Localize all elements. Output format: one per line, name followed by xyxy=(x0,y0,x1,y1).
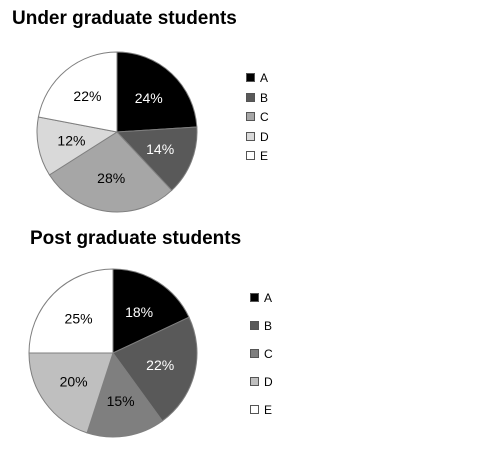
legend-label-undergraduate-d: D xyxy=(260,129,269,144)
slice-label-undergraduate-e: 22% xyxy=(73,88,101,104)
slice-label-undergraduate-c: 28% xyxy=(97,170,125,186)
slice-label-postgraduate-e: 25% xyxy=(65,311,93,327)
legend-item-undergraduate-e: E xyxy=(246,148,269,163)
legend-swatch-postgraduate-d xyxy=(250,377,259,387)
pie-slice-undergraduate-e xyxy=(37,51,118,133)
slice-label-postgraduate-c: 15% xyxy=(107,393,135,409)
pie-slice-undergraduate-c xyxy=(48,131,173,213)
legend-item-postgraduate-b: B xyxy=(250,318,273,333)
legend-item-postgraduate-e: E xyxy=(250,402,273,417)
pie-slice-postgraduate-b xyxy=(112,316,198,422)
legend-item-undergraduate-b: B xyxy=(246,90,268,104)
legend-label-undergraduate-b: B xyxy=(260,90,269,105)
legend-swatch-postgraduate-b xyxy=(250,321,259,331)
legend-label-postgraduate-b: B xyxy=(264,318,273,333)
pie-slice-postgraduate-e xyxy=(28,268,114,354)
legend-label-postgraduate-c: C xyxy=(264,346,273,361)
slice-label-postgraduate-d: 20% xyxy=(60,374,88,390)
pie-slice-postgraduate-d xyxy=(28,352,114,434)
legend-item-undergraduate-a: A xyxy=(246,70,269,85)
legend-label-undergraduate-a: A xyxy=(260,70,269,85)
slice-label-undergraduate-d: 12% xyxy=(57,133,85,149)
chart-title-postgraduate: Post graduate students xyxy=(30,228,242,249)
pie-slice-undergraduate-a xyxy=(116,51,198,133)
pie-slice-undergraduate-d xyxy=(36,116,119,176)
slice-label-postgraduate-a: 18% xyxy=(125,304,153,320)
legend-item-undergraduate-d: D xyxy=(246,129,269,143)
legend-swatch-postgraduate-a xyxy=(250,293,259,303)
pie-slice-undergraduate-b xyxy=(115,126,198,192)
legend-item-postgraduate-d: D xyxy=(250,374,273,389)
legend-label-postgraduate-e: E xyxy=(264,402,273,417)
legend-swatch-undergraduate-c xyxy=(246,112,255,122)
chart-title-undergraduate: Under graduate students xyxy=(12,8,237,29)
legend-swatch-undergraduate-d xyxy=(246,131,255,141)
legend-label-postgraduate-a: A xyxy=(264,290,273,305)
slice-label-undergraduate-a: 24% xyxy=(135,90,163,106)
slice-label-postgraduate-b: 22% xyxy=(146,357,174,373)
legend-swatch-postgraduate-e xyxy=(250,405,259,415)
pie-slice-postgraduate-a xyxy=(112,268,190,354)
legend-swatch-undergraduate-a xyxy=(246,73,255,83)
legend-label-undergraduate-e: E xyxy=(260,148,269,163)
slice-label-undergraduate-b: 14% xyxy=(146,141,174,157)
legend-item-postgraduate-a: A xyxy=(250,290,273,305)
legend-label-undergraduate-c: C xyxy=(260,109,269,124)
legend-label-postgraduate-d: D xyxy=(264,374,273,389)
pie-slice-postgraduate-c xyxy=(86,351,164,438)
legend-item-undergraduate-c: C xyxy=(246,109,269,124)
legend-item-postgraduate-c: C xyxy=(250,346,273,361)
legend-swatch-undergraduate-b xyxy=(246,92,255,102)
legend-swatch-undergraduate-e xyxy=(246,151,255,161)
legend-swatch-postgraduate-c xyxy=(250,349,259,359)
